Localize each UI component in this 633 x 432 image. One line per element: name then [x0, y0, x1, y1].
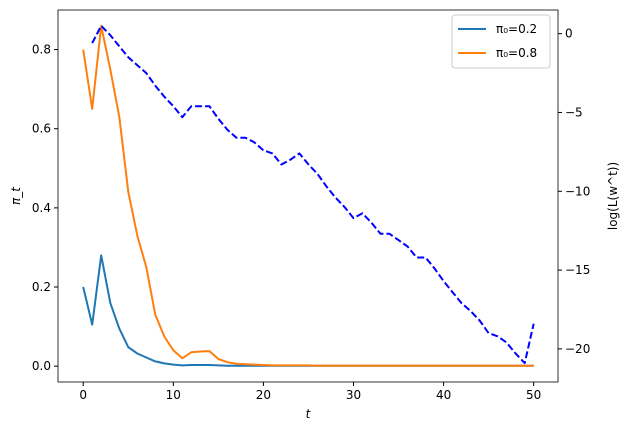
legend-label-1: π₀=0.8	[496, 46, 537, 60]
y-right-tick-label: −10	[565, 184, 590, 198]
x-tick-label: 30	[346, 388, 361, 402]
x-tick-label: 40	[436, 388, 451, 402]
y-right-tick-label: −15	[565, 263, 590, 277]
x-axis-label: t	[306, 407, 312, 421]
y-tick-label: 0.6	[32, 122, 51, 136]
series-line-0	[82, 254, 534, 367]
series-layer	[82, 24, 535, 367]
y-tick-label: 0.4	[32, 201, 51, 215]
series-line-2	[91, 24, 535, 365]
x-tick-label: 0	[79, 388, 87, 402]
y-axis-right-label: log(L(w^t))	[606, 162, 620, 230]
legend-label-0: π₀=0.2	[496, 22, 537, 36]
y-right-tick-label: −20	[565, 342, 590, 356]
y-tick-label: 0.8	[32, 43, 51, 57]
ticks-layer: 0 10 20 30 40 50 0.0 0.2 0.4 0.6 0.8 0 −5 −10 −15 −20	[32, 27, 590, 402]
x-tick-label: 20	[256, 388, 271, 402]
y-tick-label: 0.2	[32, 280, 51, 294]
y-axis-label: π_t	[9, 186, 23, 205]
y-right-tick-label: −5	[565, 105, 583, 119]
x-tick-label: 10	[166, 388, 181, 402]
x-tick-label: 50	[526, 388, 541, 402]
y-tick-label: 0.0	[32, 359, 51, 373]
legend: π₀=0.2 π₀=0.8	[451, 14, 551, 69]
y-right-tick-label: 0	[565, 27, 573, 41]
plot-frame	[57, 9, 559, 383]
series-line-1	[82, 24, 534, 367]
